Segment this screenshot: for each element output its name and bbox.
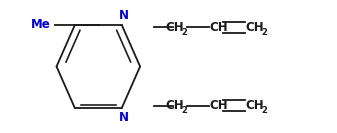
Text: CH: CH bbox=[165, 99, 184, 112]
Text: 2: 2 bbox=[262, 106, 267, 115]
Text: N: N bbox=[118, 111, 128, 124]
Text: CH: CH bbox=[165, 21, 184, 34]
Text: 2: 2 bbox=[181, 28, 187, 37]
Text: CH: CH bbox=[209, 99, 228, 112]
Text: N: N bbox=[118, 9, 128, 22]
Text: 2: 2 bbox=[262, 28, 267, 37]
Text: 2: 2 bbox=[181, 106, 187, 115]
Text: CH: CH bbox=[245, 99, 264, 112]
Text: CH: CH bbox=[209, 21, 228, 34]
Text: CH: CH bbox=[245, 21, 264, 34]
Text: Me: Me bbox=[31, 18, 51, 31]
